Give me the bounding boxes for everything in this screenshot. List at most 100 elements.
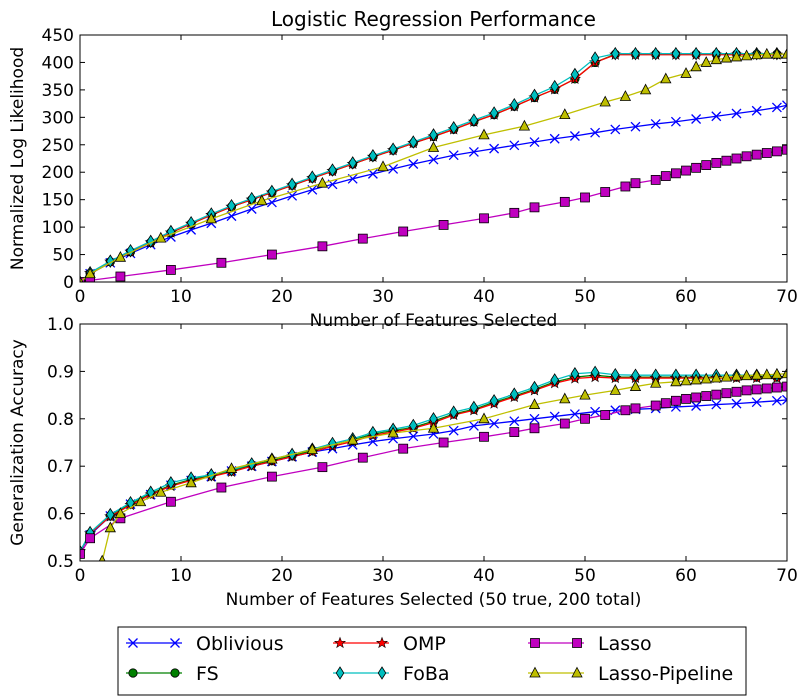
data-point-lasso-pipeline — [751, 368, 763, 380]
data-point-lasso-pipeline — [720, 370, 733, 382]
data-point-foba — [550, 373, 559, 387]
data-point-lasso-pipeline — [377, 160, 389, 172]
data-point-foba — [449, 121, 458, 135]
data-point-lasso — [782, 144, 787, 155]
data-point-lasso — [711, 157, 722, 168]
legend-entry-omp: OMP — [333, 633, 446, 655]
data-point-lasso-pipeline — [518, 119, 531, 131]
data-point-lasso-pipeline — [730, 369, 743, 381]
data-point-lasso — [650, 400, 661, 411]
data-point-oblivious — [731, 398, 742, 409]
data-point-oblivious — [428, 154, 439, 165]
data-point-lasso — [165, 496, 176, 507]
data-point-lasso — [701, 391, 712, 401]
data-point-lasso-pipeline — [771, 47, 783, 59]
data-point-lasso-pipeline — [609, 384, 621, 395]
data-point-oblivious — [610, 124, 621, 135]
legend-label: Lasso-Pipeline — [598, 663, 733, 685]
data-point-oblivious — [711, 399, 722, 410]
data-point-oblivious — [569, 409, 580, 420]
data-point-foba — [368, 425, 378, 440]
data-point-foba — [570, 367, 580, 381]
data-point-lasso — [660, 398, 671, 409]
data-point-lasso — [479, 213, 489, 224]
data-point-lasso — [751, 149, 762, 160]
legend-marker — [572, 638, 582, 648]
data-point-lasso — [115, 271, 126, 282]
data-point-foba — [611, 46, 620, 61]
data-point-lasso — [731, 386, 742, 397]
x-tick-label: 10 — [170, 566, 192, 586]
data-point-lasso — [741, 385, 752, 396]
data-point-lasso — [761, 148, 772, 158]
data-point-lasso — [620, 181, 631, 192]
top-plot: 0 10 20 30 40 50 60 70 0 50 100 150 200 250 300 350 400 4… — [8, 7, 798, 331]
legend-entry-fs: FS — [126, 663, 219, 685]
data-point-lasso-pipeline — [639, 83, 652, 95]
data-point-oblivious — [771, 102, 782, 113]
data-point-lasso — [357, 452, 368, 463]
data-point-lasso — [671, 168, 681, 179]
data-point-lasso-pipeline — [761, 47, 773, 59]
data-point-lasso-pipeline — [710, 371, 722, 383]
data-point-lasso-pipeline — [700, 56, 712, 67]
data-point-lasso — [80, 548, 85, 559]
data-point-foba — [651, 46, 660, 61]
data-point-lasso-pipeline — [104, 521, 116, 533]
data-point-lasso — [529, 423, 540, 434]
data-point-oblivious — [489, 418, 500, 429]
data-point-lasso — [357, 233, 368, 244]
data-point-oblivious — [590, 406, 601, 417]
x-tick-label: 60 — [675, 287, 697, 307]
data-point-oblivious — [448, 425, 459, 436]
data-point-oblivious — [670, 116, 681, 127]
data-point-lasso-pipeline — [478, 128, 490, 140]
legend-entry-oblivious: Oblivious — [126, 633, 284, 655]
data-point-lasso-pipeline — [740, 369, 753, 381]
y-tick-label: 400 — [42, 53, 74, 73]
data-point-lasso — [317, 241, 328, 252]
data-point-lasso — [529, 202, 540, 213]
data-point-oblivious — [509, 140, 520, 151]
data-point-lasso-pipeline — [347, 433, 359, 445]
data-point-oblivious — [691, 114, 702, 124]
legend-entry-foba: FoBa — [333, 663, 450, 685]
series-lasso-pipeline — [80, 47, 787, 282]
legend-marker — [128, 668, 138, 678]
data-point-lasso — [620, 405, 631, 416]
legend-marker — [128, 638, 138, 648]
legend-entry-lasso-pipeline: Lasso-Pipeline — [528, 663, 733, 685]
data-point-lasso-pipeline — [478, 412, 490, 424]
data-point-lasso — [580, 413, 590, 424]
data-point-lasso-pipeline — [80, 275, 84, 282]
data-point-foba — [106, 507, 115, 522]
data-point-lasso-pipeline — [650, 376, 662, 388]
data-point-lasso — [660, 171, 671, 181]
data-point-lasso-pipeline — [680, 374, 692, 386]
data-point-lasso — [509, 207, 520, 218]
data-point-lasso-pipeline — [134, 495, 147, 507]
legend-marker — [571, 666, 583, 678]
data-point-lasso — [701, 160, 712, 170]
legend-label: Lasso — [598, 633, 652, 655]
data-point-lasso — [772, 146, 782, 157]
y-tick-label: 50 — [52, 246, 74, 266]
data-point-lasso-pipeline — [730, 50, 743, 62]
data-point-foba — [489, 394, 499, 408]
data-point-lasso-pipeline — [740, 49, 753, 61]
data-point-oblivious — [266, 197, 277, 208]
x-tick-label: 40 — [473, 287, 495, 307]
data-point-foba — [550, 79, 559, 94]
data-point-lasso — [671, 395, 681, 406]
data-point-lasso — [216, 482, 227, 493]
data-point-oblivious — [569, 131, 580, 141]
legend-marker — [333, 636, 347, 649]
bottom-plot: 0 10 20 30 40 50 60 70 0.5 0.6 0.7 0.8 0.9 1.0 Number … — [8, 315, 798, 610]
data-point-lasso-pipeline — [629, 380, 642, 391]
data-point-lasso — [580, 192, 590, 203]
data-point-lasso-pipeline — [559, 392, 571, 404]
data-point-foba — [469, 113, 479, 127]
x-axis-label: Number of Features Selected (50 true, 20… — [226, 590, 642, 610]
data-point-lasso-pipeline — [690, 373, 702, 385]
data-point-lasso-pipeline — [559, 108, 571, 119]
